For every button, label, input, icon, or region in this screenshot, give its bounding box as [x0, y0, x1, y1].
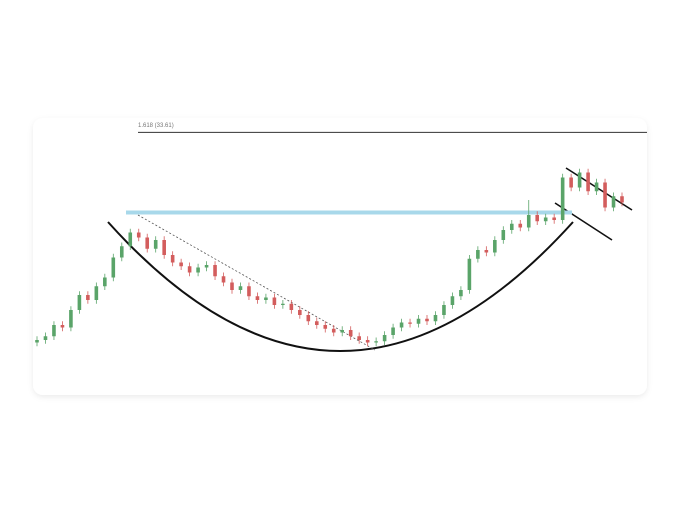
candle-body [103, 277, 107, 287]
channel-line [554, 202, 613, 241]
cup-curve [107, 221, 574, 352]
candle-body [69, 310, 73, 328]
candle-body [52, 325, 56, 337]
candle-body [586, 172, 590, 192]
candle-body [323, 325, 328, 329]
candle-body [247, 286, 251, 297]
candle-body [264, 297, 268, 300]
candle-body [331, 328, 336, 333]
candle-body [119, 246, 124, 258]
candle-body [467, 258, 472, 290]
candle-body [552, 217, 556, 220]
candle-body [526, 215, 531, 228]
candle-body [374, 341, 378, 343]
candle-body [162, 240, 166, 255]
candle-body [459, 290, 463, 297]
candle-body [170, 255, 175, 263]
candle-body [577, 172, 582, 188]
candle-body [128, 232, 133, 247]
candle-body [60, 325, 65, 328]
candle-body [187, 266, 192, 273]
candle-body [620, 196, 624, 203]
candle-body [43, 336, 48, 340]
candle-body [408, 322, 412, 324]
candle-body [238, 286, 243, 290]
candle-body [340, 330, 345, 333]
candle-body [493, 240, 497, 253]
candle-body [230, 282, 234, 290]
candle-body [348, 330, 353, 337]
candle-body [399, 322, 404, 328]
candle-body [281, 303, 285, 305]
candle-body [603, 182, 607, 208]
candle-body [569, 177, 573, 188]
candle-body [357, 336, 361, 340]
candle-body [298, 310, 302, 315]
candle-body [221, 276, 226, 283]
candle-body [433, 315, 438, 322]
candle-body [611, 196, 616, 208]
candle-body [145, 237, 150, 249]
candle-body [560, 177, 565, 220]
candle-body [196, 267, 200, 273]
candle-body [484, 250, 489, 253]
candle-body [314, 321, 319, 325]
candle-body [153, 240, 158, 249]
candle-body [382, 335, 387, 342]
channel-line [565, 167, 633, 211]
candle-body [501, 230, 506, 240]
candle-body [255, 296, 260, 300]
candle-body [86, 295, 90, 300]
candle-body [204, 265, 209, 268]
candle-body [425, 318, 429, 322]
trend-line [137, 214, 376, 351]
candle-body [391, 327, 395, 335]
candle-body [272, 297, 277, 305]
candle-body [179, 262, 183, 267]
candle-body [442, 305, 446, 315]
candle-body [450, 296, 455, 305]
candle-body [306, 315, 311, 322]
candle-body [543, 217, 548, 222]
candle-body [518, 223, 523, 228]
candle-body [535, 215, 540, 222]
candle-body [365, 340, 370, 343]
candle-body [35, 340, 39, 343]
candle-body [94, 286, 99, 300]
candle-body [213, 265, 217, 277]
candle-body [136, 232, 141, 238]
candle-body [77, 295, 82, 310]
candle-body [509, 223, 514, 230]
candle-body [289, 303, 294, 310]
candle-body [111, 257, 116, 278]
candle-body [594, 182, 599, 192]
card [33, 118, 647, 395]
candle-body [476, 250, 480, 259]
fib-label: 1.618 (33.61) [138, 123, 174, 129]
candle-body [416, 318, 421, 324]
